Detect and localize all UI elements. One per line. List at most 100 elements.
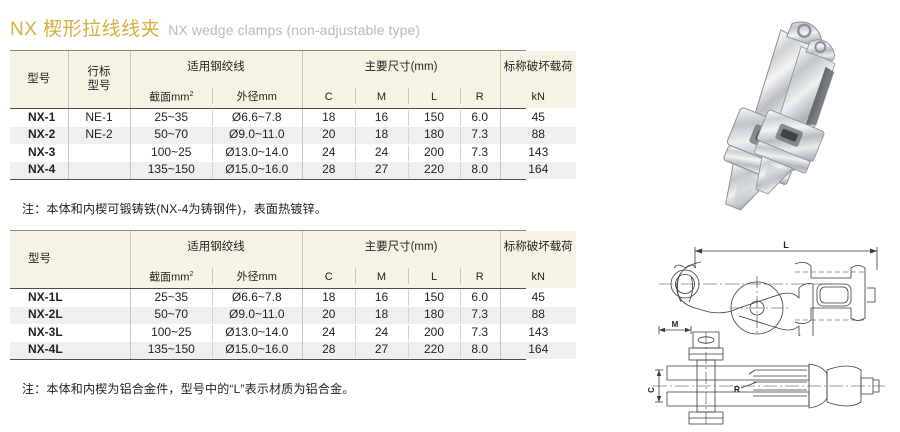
table-row: NX-4 135~150 Ø15.0~16.0 28 27 220 8.0 164 [10,161,576,179]
th2-kn: kN [499,264,577,288]
cell-dim-r: 7.3 [460,306,501,324]
page-title-en: NX wedge clamps (non-adjustable type) [168,22,421,38]
table-row: NX-4L 135~150 Ø15.0~16.0 28 27 220 8.0 164 [10,341,577,359]
table-2-top-rule [10,230,526,231]
cell-diameter: Ø9.0~11.0 [212,126,302,144]
cell-model: NX-2 [10,126,68,144]
cell-kn: 143 [499,324,577,342]
cell-dim-l: 150 [408,289,461,307]
cell-dim-r: 6.0 [460,289,501,307]
cell-model: NX-1L [10,289,131,307]
table-1-header-group-row: 型号 行标 型号 适用钢绞线 主要尺寸(mm) 标称破坏载荷 [10,51,577,108]
clamp-small [754,39,836,195]
cell-dim-r: 7.3 [460,324,501,342]
cell-dim-l: 150 [408,109,460,127]
cell-kn: 164 [499,161,576,179]
th2-load-group: 标称破坏载荷 [499,231,577,264]
dim-label-c: C [647,387,656,393]
th2-section: 截面mm2 [129,264,212,288]
table-2-header-sub-row: 截面mm2 外径mm C M L R kN [10,264,577,288]
spec-table-1-container: 型号 行标 型号 适用钢绞线 主要尺寸(mm) 标称破坏载荷 截面mm2 外径m… [10,50,577,180]
cell-dim-m: 27 [355,341,409,359]
cell-dim-m: 16 [355,289,409,307]
table-2-header-group-row: 型号 适用钢绞线 主要尺寸(mm) 标称破坏载荷 [10,231,577,288]
cell-diameter: Ø13.0~14.0 [212,324,303,342]
th-std-model-line2: 型号 [87,79,111,92]
cell-model: NX-1 [10,109,68,127]
th-dim-l: L [408,84,460,108]
cell-diameter: Ø13.0~14.0 [212,144,302,162]
cell-kn: 45 [499,289,577,307]
th-dim-c: C [301,84,355,108]
cell-dim-m: 18 [355,306,409,324]
th-std-model: 行标 型号 [67,51,130,108]
cell-model: NX-3L [10,324,131,342]
spec-table-2: 型号 适用钢绞线 主要尺寸(mm) 标称破坏载荷 截面mm2 外径mm C M … [10,231,577,288]
table-1-header-rule [10,108,526,109]
cell-dim-r: 6.0 [460,109,500,127]
cell-dim-m: 24 [355,324,409,342]
cell-dim-c: 24 [301,144,355,162]
cell-dim-r: 7.3 [460,144,500,162]
cell-std-model [67,144,130,162]
cell-model: NX-4L [10,341,131,359]
th-dim-m: M [355,84,408,108]
cell-dim-l: 220 [408,161,460,179]
th-model: 型号 [10,51,68,108]
th-strand-group: 适用钢绞线 [129,51,302,84]
table-2-header-rule [10,288,526,289]
th2-dim-l: L [408,264,460,288]
th2-section-text: 截面mm [149,271,190,284]
table-2-bottom-rule [10,359,526,360]
cell-dim-m: 27 [355,161,408,179]
th-dim-r: R [460,84,501,108]
th2-section-sup: 2 [189,270,194,278]
cell-section: 135~150 [129,341,213,359]
cell-section: 50~70 [129,306,213,324]
cell-diameter: Ø15.0~16.0 [212,161,302,179]
page-title: NX 楔形拉线线夹 NX wedge clamps (non-adjustable… [10,14,420,41]
cell-dim-r: 8.0 [460,161,500,179]
cell-dim-c: 20 [301,306,356,324]
cell-dim-l: 220 [408,341,461,359]
technical-drawing-side-view: L M [658,240,878,336]
cell-section: 100~25 [129,324,213,342]
cell-kn: 164 [499,341,577,359]
th-section-sup: 2 [189,90,194,98]
cell-dim-c: 28 [301,341,356,359]
th2-dims-group: 主要尺寸(mm) [301,231,501,264]
th-diameter: 外径mm [212,84,302,108]
table-1-head: 型号 行标 型号 适用钢绞线 主要尺寸(mm) 标称破坏载荷 截面mm2 外径m… [10,51,577,108]
page-title-cn: NX 楔形拉线线夹 [10,19,161,40]
cell-diameter: Ø6.6~7.8 [212,109,302,127]
cell-dim-c: 28 [301,161,355,179]
cell-dim-c: 24 [301,324,356,342]
cell-dim-m: 24 [355,144,408,162]
product-photo [723,21,836,211]
cell-section: 25~35 [129,289,213,307]
table-row: NX-1 NE-1 25~35 Ø6.6~7.8 18 16 150 6.0 45 [10,109,576,127]
cell-model: NX-4 [10,161,68,179]
th2-strand-group: 适用钢绞线 [129,231,302,264]
th-std-model-line1: 行标 [87,66,111,79]
table-2-head: 型号 适用钢绞线 主要尺寸(mm) 标称破坏载荷 截面mm2 外径mm C M … [10,231,577,288]
cell-kn: 88 [499,306,577,324]
table-row: NX-2 NE-2 50~70 Ø9.0~11.0 20 18 180 7.3 88 [10,126,576,144]
cell-dim-c: 18 [301,289,356,307]
note-1: 注：本体和内楔可锻铸铁(NX-4为铸钢件)，表面热镀锌。 [22,202,327,216]
table-row: NX-2L 50~70 Ø9.0~11.0 20 18 180 7.3 88 [10,306,577,324]
cell-section: 25~35 [129,109,212,127]
spec-table-1: 型号 行标 型号 适用钢绞线 主要尺寸(mm) 标称破坏载荷 截面mm2 外径m… [10,51,577,108]
spec-table-1-body: NX-1 NE-1 25~35 Ø6.6~7.8 18 16 150 6.0 45 NX-2 NE-… [10,109,576,179]
cell-dim-c: 18 [301,109,355,127]
cell-dim-r: 7.3 [460,126,500,144]
table-row: NX-1L 25~35 Ø6.6~7.8 18 16 150 6.0 45 [10,289,577,307]
cell-dim-l: 200 [408,324,461,342]
cell-std-model: NE-1 [67,109,130,127]
table-row: NX-3 100~25 Ø13.0~14.0 24 24 200 7.3 143 [10,144,576,162]
th-section: 截面mm2 [129,84,212,108]
th2-dim-m: M [355,264,408,288]
th-dims-group: 主要尺寸(mm) [301,51,501,84]
cell-kn: 143 [499,144,576,162]
th2-model: 型号 [10,231,130,288]
